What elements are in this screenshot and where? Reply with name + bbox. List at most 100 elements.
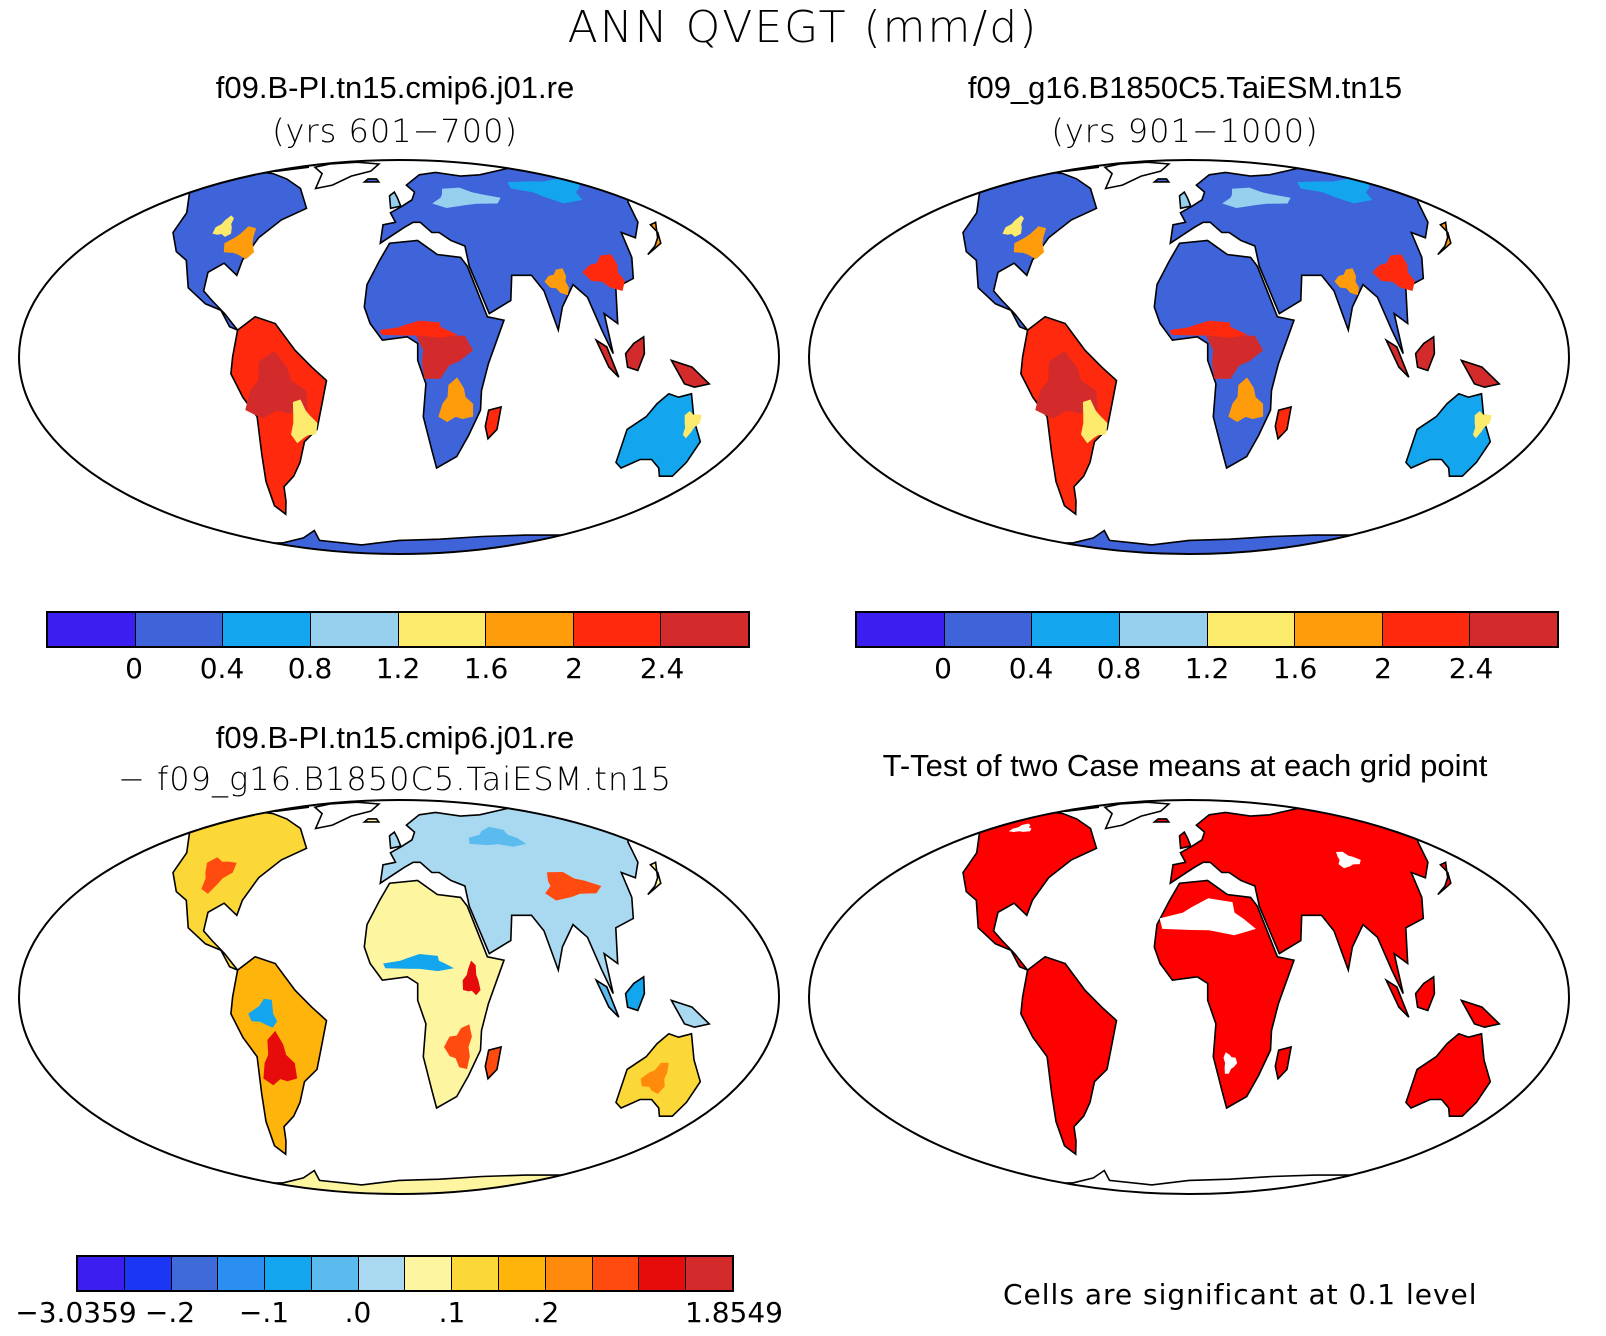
colorbar-box: [661, 613, 748, 646]
landmass-iceland: [1152, 818, 1171, 823]
colorbar-box: [452, 1257, 500, 1290]
colorbar-tick-label: −.1: [238, 1296, 290, 1329]
value-patch: [462, 960, 481, 996]
landmass-newguinea: [1459, 999, 1501, 1029]
landmass-madagascar: [484, 1045, 503, 1081]
colorbar-tick-label: 1.2: [375, 652, 421, 685]
landmass-antarctica: [167, 529, 631, 554]
colorbar-box: [1382, 613, 1471, 646]
landmass-borneo: [1414, 975, 1436, 1012]
colorbar-box: [171, 1257, 219, 1290]
map-case1: [18, 159, 780, 555]
landmass-newguinea: [669, 359, 711, 389]
colorbar-box: [573, 613, 662, 646]
colorbar-box: [1119, 613, 1208, 646]
landmass-antarctica: [957, 1169, 1421, 1194]
landmass-namerica: [938, 810, 1098, 973]
landmass-sumatra: [594, 978, 620, 1018]
colorbar-box: [310, 613, 399, 646]
value-patch: [1013, 226, 1047, 260]
landmass-madagascar: [484, 405, 503, 441]
colorbar-box: [499, 1257, 546, 1290]
landmass-greenland: [313, 161, 381, 190]
value-patch: [468, 826, 527, 847]
colorbar-box: [311, 1257, 359, 1290]
value-patch: [212, 215, 234, 237]
value-patch: [1372, 254, 1415, 291]
landmass-australia: [615, 392, 702, 477]
landmass-antarctica: [957, 529, 1421, 554]
colorbar-box: [545, 1257, 593, 1290]
value-patch: [248, 998, 278, 1028]
value-patch: [444, 1024, 472, 1070]
landmass-uk: [388, 190, 402, 210]
colorbar-tick-label: 0: [934, 652, 952, 685]
landmass-greenland: [1103, 161, 1171, 190]
landmass-nz: [691, 466, 729, 498]
landmass-australia: [1405, 1032, 1492, 1117]
map-case2: [808, 159, 1570, 555]
colorbar-box: [1207, 613, 1296, 646]
colorbar-box: [398, 613, 487, 646]
value-patch: [1159, 898, 1256, 936]
colorbar-box: [405, 1257, 453, 1290]
value-patch: [1169, 320, 1248, 338]
landmass-japan: [1437, 861, 1452, 896]
value-patch: [545, 872, 602, 901]
landmass-eurasia: [379, 165, 665, 354]
map-border: [808, 159, 1570, 555]
colorbar-case1-labels: 0 0.4 0.8 1.2 1.6 2 2.4: [46, 652, 750, 692]
colorbar-tick-label: .1: [438, 1296, 466, 1329]
value-patch: [582, 254, 625, 291]
landmass-nz: [1481, 466, 1519, 498]
value-patch: [432, 187, 501, 208]
colorbar-box: [124, 1257, 172, 1290]
value-patch: [1222, 187, 1291, 208]
value-patch: [682, 411, 702, 439]
colorbar-tick-label: .0: [344, 1296, 372, 1329]
landmass-namerica: [148, 810, 308, 973]
colorbar-tick-label: 1.8549: [685, 1296, 783, 1329]
landmass-eurasia: [379, 805, 665, 994]
colorbar-tick-label: −.2: [144, 1296, 196, 1329]
value-patch: [438, 377, 474, 422]
colorbar-tick-label: 2.4: [1448, 652, 1494, 685]
landmass-eurasia: [1169, 165, 1455, 354]
landmass-greenland: [1103, 801, 1171, 830]
value-patch: [383, 954, 454, 972]
landmass-antarctica: [167, 1169, 631, 1194]
value-patch: [1297, 178, 1373, 204]
significance-note: Cells are significant at 0.1 level: [1003, 1278, 1478, 1311]
value-patch: [263, 1030, 298, 1086]
landmass-uk: [1178, 190, 1192, 210]
landmass-newguinea: [1459, 359, 1501, 389]
value-patch: [223, 226, 257, 260]
landmass-japan: [647, 861, 662, 896]
colorbar-box: [78, 1257, 125, 1290]
landmass-eurasia: [1169, 805, 1455, 994]
map-ttest: [808, 799, 1570, 1195]
value-patch: [201, 857, 237, 894]
landmass-newguinea: [669, 999, 711, 1029]
panel2-title: f09_g16.B1850C5.TaiESM.tn15: [967, 70, 1403, 105]
landmass-borneo: [624, 335, 646, 372]
colorbar-box: [135, 613, 224, 646]
colorbar-tick-label: .2: [532, 1296, 560, 1329]
colorbar-case2: [855, 611, 1559, 648]
colorbar-box: [639, 1257, 687, 1290]
landmass-samerica: [230, 315, 328, 516]
colorbar-box: [223, 613, 311, 646]
landmass-uk: [1178, 830, 1192, 850]
landmass-sumatra: [1384, 978, 1410, 1018]
colorbar-tick-label: 0.4: [199, 652, 245, 685]
colorbar-box: [265, 1257, 312, 1290]
value-patch: [1334, 268, 1359, 296]
colorbar-tick-label: 2.4: [639, 652, 685, 685]
panel1-title: f09.B-PI.tn15.cmip6.j01.re: [215, 70, 575, 105]
landmass-sumatra: [1384, 338, 1410, 378]
colorbar-case2-labels: 0 0.4 0.8 1.2 1.6 2 2.4: [855, 652, 1559, 692]
colorbar-box: [857, 613, 945, 646]
colorbar-box: [1032, 613, 1120, 646]
colorbar-tick-label: 2: [1374, 652, 1392, 685]
colorbar-box: [218, 1257, 266, 1290]
